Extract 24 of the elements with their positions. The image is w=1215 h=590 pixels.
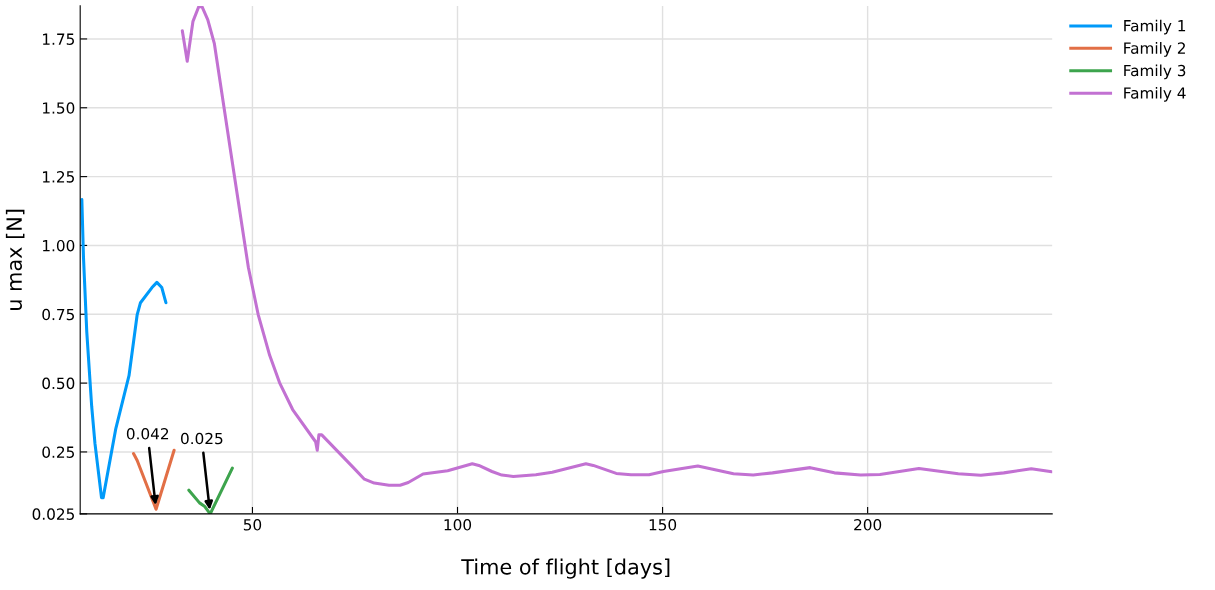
y-tick-label: 1.25 (42, 171, 74, 183)
line-series (187, 466, 234, 514)
legend-label: Family 1 (1124, 19, 1186, 35)
y-tick-label: 1.00 (42, 239, 75, 252)
line-series (131, 448, 176, 511)
x-tick-label: 100 (444, 519, 472, 531)
annotation: 0.025 (181, 432, 223, 445)
legend-label: Family 4 (1124, 86, 1186, 102)
line-series (80, 197, 168, 500)
x-tick-label: 150 (649, 519, 677, 531)
x-axis-title: Time of flight [days] (461, 558, 670, 579)
line-series (180, 5, 1053, 487)
y-tick-label: 0.025 (32, 508, 74, 520)
y-tick-label: 1.75 (42, 33, 74, 45)
x-tick-label: 50 (243, 519, 262, 531)
y-axis-title: u max [N] (5, 209, 25, 310)
legend-label: Family 3 (1124, 64, 1186, 80)
y-tick-label: 0.50 (42, 377, 75, 390)
y-tick-label: 0.25 (42, 446, 74, 458)
x-tick-label: 200 (854, 519, 882, 531)
annotation: 0.042 (126, 428, 169, 440)
y-tick-label: 0.75 (42, 308, 74, 321)
legend-label: Family 2 (1124, 42, 1185, 57)
y-tick-label: 1.50 (42, 102, 75, 114)
